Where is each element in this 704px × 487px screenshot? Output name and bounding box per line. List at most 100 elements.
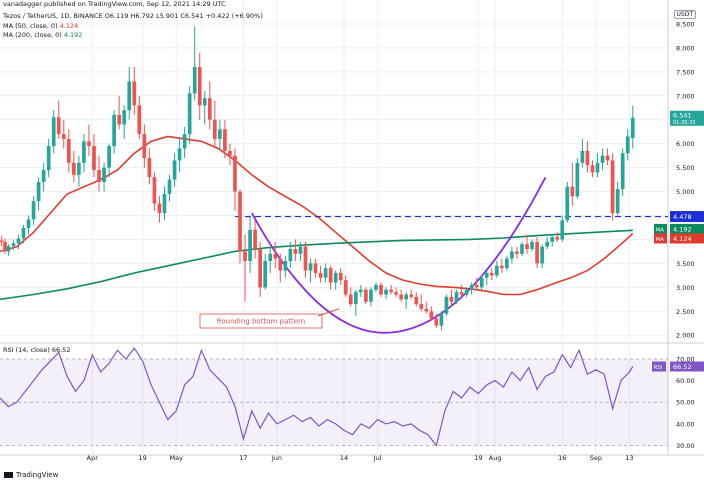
candle-body bbox=[590, 165, 595, 173]
candle-body bbox=[172, 160, 177, 180]
candle-body bbox=[308, 263, 313, 271]
candle-body bbox=[379, 284, 383, 295]
last-price-tag-bg bbox=[670, 110, 704, 126]
price-tick-label: 3.500 bbox=[676, 260, 695, 268]
price-tick-label: 5.000 bbox=[676, 188, 695, 196]
candle-body bbox=[605, 155, 610, 161]
candle-body bbox=[77, 162, 81, 175]
candle-body bbox=[97, 170, 101, 182]
candle-body bbox=[258, 249, 262, 288]
ma50-legend[interactable]: MA (50, close, 0) 4.124 bbox=[3, 22, 78, 30]
rsi-tick-label: 60.00 bbox=[676, 377, 695, 385]
candle-body bbox=[595, 162, 600, 173]
candle-body bbox=[253, 229, 257, 250]
candle-body bbox=[197, 67, 202, 106]
candle-body bbox=[444, 296, 449, 314]
candle-body bbox=[293, 249, 298, 254]
time-tick-label: Sep bbox=[590, 454, 602, 462]
candle-body bbox=[570, 186, 575, 197]
time-tick-label: 14 bbox=[340, 454, 348, 462]
ma200-tag-title-bg bbox=[654, 223, 667, 234]
candle-body bbox=[353, 292, 358, 305]
candle-body bbox=[333, 272, 338, 283]
time-tick-label: 19 bbox=[139, 454, 147, 462]
candle-body bbox=[273, 253, 278, 259]
candle-body bbox=[575, 162, 580, 197]
candle-body bbox=[263, 260, 268, 288]
candle-body bbox=[268, 253, 273, 261]
candle-body bbox=[238, 191, 242, 252]
time-tick-label: Aug bbox=[489, 454, 502, 462]
price-tick-label: 5.500 bbox=[676, 164, 695, 172]
candle-body bbox=[6, 246, 11, 252]
currency-badge[interactable]: USDT bbox=[673, 10, 696, 19]
candle-body bbox=[233, 155, 237, 192]
candle-body bbox=[157, 203, 162, 214]
ma200-legend-value: 4.192 bbox=[63, 31, 83, 39]
candle-body bbox=[318, 272, 323, 278]
candle-body bbox=[152, 177, 157, 204]
candle-body bbox=[298, 246, 303, 254]
last-price-tag-timer: 01:30:33 bbox=[673, 120, 695, 126]
ma200-legend[interactable]: MA (200, close, 0) 4.192 bbox=[3, 31, 82, 39]
candle-body bbox=[434, 318, 439, 326]
rsi-legend-label: RSI (14, close) bbox=[3, 346, 50, 354]
candle-body bbox=[348, 294, 353, 305]
rsi-tag-value-bg bbox=[670, 361, 704, 372]
publish-credit: vanadagger published on TradingView.com,… bbox=[3, 0, 226, 8]
candle-body bbox=[494, 265, 499, 276]
candle-body bbox=[464, 289, 469, 295]
candle-body bbox=[41, 170, 46, 182]
candle-body bbox=[303, 246, 308, 271]
time-tick-label: Jun bbox=[271, 454, 282, 462]
candle-body bbox=[469, 284, 474, 290]
candle-body bbox=[102, 167, 106, 182]
candle-body bbox=[288, 249, 293, 261]
price-tick-label: 2.000 bbox=[676, 332, 695, 340]
candle-body bbox=[87, 141, 91, 147]
ma50-tag-value: 4.124 bbox=[673, 235, 692, 243]
candle-body bbox=[550, 237, 555, 242]
candle-body bbox=[11, 243, 16, 247]
price-tick-label: 7.500 bbox=[676, 68, 695, 76]
candle-body bbox=[21, 227, 26, 239]
ma50-legend-label: MA (50, close, 0) bbox=[3, 22, 58, 30]
candle-body bbox=[424, 308, 429, 312]
rsi-legend[interactable]: RSI (14, close) 66.52 bbox=[3, 346, 71, 354]
candle-body bbox=[414, 296, 419, 305]
candle-body bbox=[82, 141, 86, 163]
tradingview-footer[interactable]: TradingView bbox=[4, 471, 58, 479]
candle-body bbox=[369, 289, 373, 302]
rsi-tick-label: 40.00 bbox=[676, 420, 695, 428]
candle-body bbox=[520, 244, 524, 254]
candle-body bbox=[212, 119, 217, 139]
candle-body bbox=[515, 251, 519, 254]
candle-body bbox=[630, 117, 635, 138]
candle-body bbox=[484, 272, 489, 278]
candle-body bbox=[177, 148, 182, 161]
ma200-line bbox=[0, 229, 633, 301]
price-tick-label: 8.000 bbox=[676, 44, 695, 52]
rsi-tag-title-bg bbox=[652, 361, 666, 372]
candle-body bbox=[525, 244, 529, 250]
candle-body bbox=[16, 238, 21, 244]
candle-body bbox=[218, 129, 222, 139]
ma50-legend-value: 4.124 bbox=[59, 22, 79, 30]
candle-body bbox=[620, 153, 625, 190]
rsi-tick-label: 30.00 bbox=[676, 442, 695, 450]
price-tick-label: 3.000 bbox=[676, 284, 695, 292]
candle-body bbox=[585, 150, 590, 166]
candle-body bbox=[580, 150, 585, 163]
candle-body bbox=[46, 146, 51, 171]
time-tick-label: 13 bbox=[625, 454, 633, 462]
symbol-ohlc-line: Tezos / TetherUS, 1D, BINANCE O6.119 H6.… bbox=[3, 12, 263, 20]
candle-body bbox=[429, 311, 434, 319]
rsi-line bbox=[0, 347, 634, 447]
candle-body bbox=[374, 284, 378, 290]
candle-body bbox=[147, 158, 152, 178]
candle-body bbox=[565, 186, 570, 221]
candle-body bbox=[283, 260, 288, 271]
candle-body bbox=[243, 251, 247, 261]
candle-body bbox=[625, 136, 630, 154]
